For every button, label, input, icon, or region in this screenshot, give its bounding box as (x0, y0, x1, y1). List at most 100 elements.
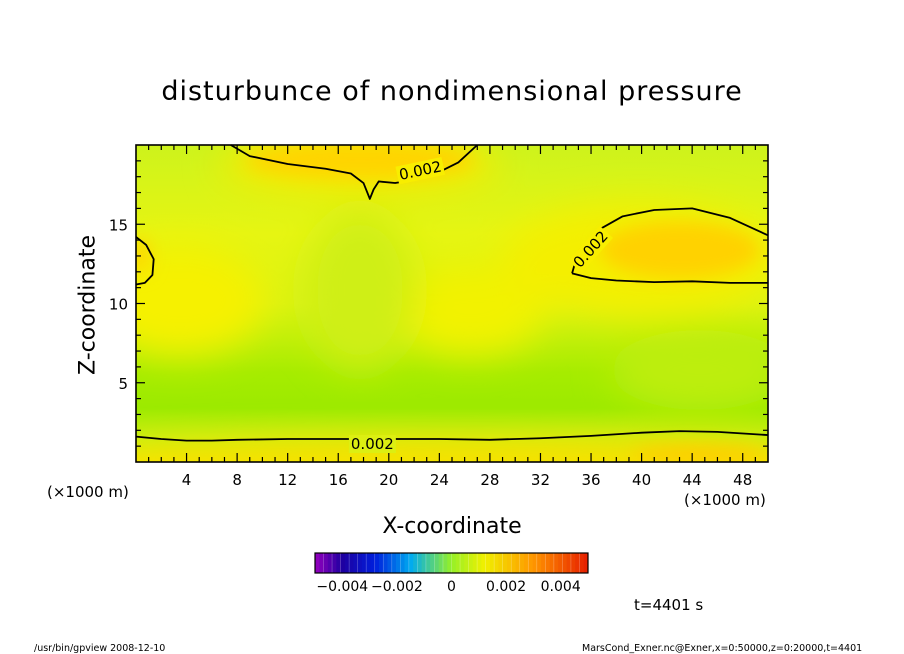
x-tick-label: 12 (278, 471, 297, 489)
colorbar-cell (489, 553, 495, 573)
footer-left: /usr/bin/gpview 2008-12-10 (34, 643, 166, 654)
time-label: t=4401 s (634, 596, 704, 614)
colorbar-tick-label: −0.002 (371, 579, 423, 595)
x-unit-label-right: (×1000 m) (684, 491, 766, 509)
x-tick-label: 36 (581, 471, 600, 489)
colorbar-cell (502, 553, 508, 573)
colorbar-cell (464, 553, 469, 573)
colorbar-cell (460, 553, 465, 573)
colorbar-cell (451, 553, 457, 573)
colorbar-cell (519, 553, 525, 573)
colorbar-cell (374, 553, 380, 573)
colorbar-cell (327, 553, 333, 573)
colorbar-tick-label: −0.004 (316, 579, 368, 595)
footer-right: MarsCond_Exner.nc@Exner,x=0:50000,z=0:20… (582, 643, 863, 654)
x-tick-label: 16 (329, 471, 348, 489)
colorbar-cell (511, 553, 516, 573)
y-axis-ticks: 5 10 15 (109, 160, 768, 447)
colorbar-cell (545, 553, 551, 573)
colorbar-cell (455, 553, 461, 573)
colorbar-cell (506, 553, 512, 573)
colorbar-cell (353, 553, 359, 573)
colorbar-cell (344, 553, 350, 573)
colorbar-cell (566, 553, 572, 573)
colorbar-cell (421, 553, 427, 573)
contour-line-2 (571, 272, 768, 284)
colorbar-cell (404, 553, 410, 573)
x-tick-label: 28 (480, 471, 499, 489)
colorbar-cell (438, 553, 444, 573)
x-tick-label: 24 (430, 471, 449, 489)
colorbar-cell (472, 553, 478, 573)
x-axis-label: X-coordinate (382, 514, 522, 539)
colorbar-cell (357, 553, 363, 573)
x-tick-label: 8 (232, 471, 242, 489)
colorbar-cell (413, 553, 418, 573)
colorbar-cell (558, 553, 563, 573)
colorbar-cell (575, 553, 580, 573)
colorbar-cell (447, 553, 452, 573)
colorbar-cell (541, 553, 546, 573)
colorbar-cell (532, 553, 538, 573)
colorbar-cell (315, 553, 320, 573)
colorbar-cell (425, 553, 431, 573)
colorbar-cell (361, 553, 367, 573)
y-tick-label: 10 (109, 296, 128, 314)
colorbar-cell (485, 553, 491, 573)
colorbar-cell (391, 553, 397, 573)
x-tick-label: 40 (632, 471, 651, 489)
colorbar-cell (434, 553, 440, 573)
colorbar-cell (400, 553, 405, 573)
contour-line-4 (135, 430, 769, 442)
colorbar-cell (477, 553, 482, 573)
colorbar-cell (562, 553, 568, 573)
colorbar-cell (370, 553, 376, 573)
chart-title: disturbunce of nondimensional pressure (161, 76, 743, 107)
colorbar-cell (553, 553, 559, 573)
colorbar-cell (494, 553, 499, 573)
x-unit-label-left: (×1000 m) (47, 483, 129, 501)
contour-label-bg-2 (348, 435, 396, 454)
contour-label-bg-0 (395, 156, 446, 185)
heatmap-field (136, 145, 768, 462)
colorbar-cell (383, 553, 388, 573)
colorbar-cell (378, 553, 384, 573)
colorbar-cell (396, 553, 401, 573)
colorbar-cell (481, 553, 487, 573)
colorbar-cell (583, 553, 589, 573)
x-tick-label: 20 (379, 471, 398, 489)
colorbar-cell (387, 553, 393, 573)
x-tick-label: 32 (531, 471, 550, 489)
colorbar-cell (323, 553, 329, 573)
colorbar-cell (366, 553, 371, 573)
colorbar-cell (524, 553, 529, 573)
colorbar-tick-label: 0.002 (486, 579, 526, 595)
colorbar-cell (515, 553, 521, 573)
colorbar-ticks: −0.004 −0.002 0 0.002 0.004 (316, 579, 580, 595)
x-axis-ticks: 4 8 12 16 20 24 28 32 36 40 44 48 (148, 145, 756, 489)
contour-label-bg-1 (568, 225, 614, 273)
contour-label-2: 0.002 (351, 435, 394, 453)
y-axis-label: Z-coordinate (75, 235, 101, 375)
colorbar-cell (349, 553, 354, 573)
colorbar-cell (468, 553, 474, 573)
x-tick-label: 4 (182, 471, 192, 489)
colorbar-frame (314, 552, 589, 574)
colorbar-cell (498, 553, 504, 573)
colorbar-cell (430, 553, 435, 573)
colorbar-tick-label: 0 (447, 579, 456, 595)
colorbar-cell (319, 553, 324, 573)
colorbar-cell (549, 553, 555, 573)
colorbar-cell (579, 553, 585, 573)
colorbar-tick-label: 0.004 (541, 579, 581, 595)
x-tick-label: 48 (733, 471, 752, 489)
y-tick-label: 15 (109, 216, 128, 234)
colorbar-cell (417, 553, 423, 573)
contour-line-3 (135, 236, 155, 286)
colorbar-cell (536, 553, 542, 573)
colorbar-cell (570, 553, 576, 573)
plot-frame (135, 144, 769, 463)
colorbar-cell (528, 553, 533, 573)
